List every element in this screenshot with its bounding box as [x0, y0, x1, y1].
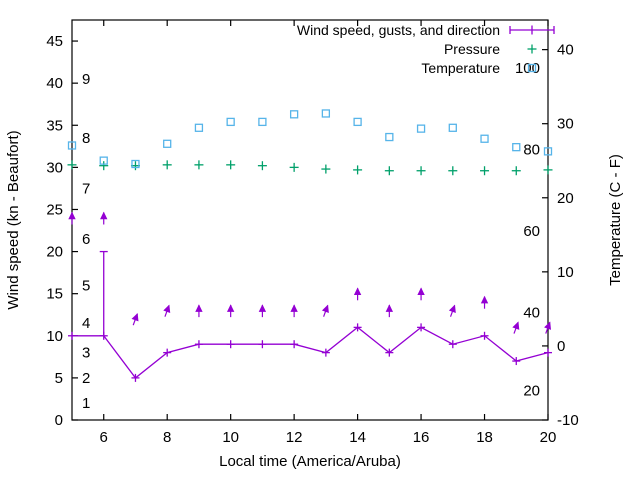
data-point-marker [480, 134, 489, 143]
beaufort-scale-labels: 1 2 3 4 5 6 7 8 9 [82, 71, 90, 412]
data-point-marker [512, 143, 521, 152]
legend: Wind speed, gusts, and direction Pressure… [297, 22, 555, 76]
beaufort-label: 2 [82, 370, 90, 387]
wind-arrow-head [163, 304, 171, 314]
data-point-marker [385, 132, 394, 142]
wind-arrow-head [417, 287, 425, 295]
y2-tick-label: 0 [557, 338, 565, 355]
wind-arrow-head [195, 304, 203, 312]
data-point-marker [321, 109, 331, 118]
y-tick-label: 5 [55, 370, 63, 387]
data-point-marker [543, 147, 553, 156]
data-point-marker [353, 117, 362, 127]
x-tick-label: 20 [540, 429, 557, 446]
y2-tick-label: 10 [557, 264, 574, 281]
wind-arrow-head [290, 304, 298, 312]
y-tick-label: 15 [46, 286, 63, 303]
data-point-marker [99, 156, 108, 165]
wind-speed-line [72, 326, 549, 379]
y-tick-label: 40 [46, 75, 63, 92]
data-point-marker [131, 159, 140, 169]
wind-arrow-head [100, 211, 108, 220]
data-point-marker [67, 141, 77, 150]
plot-frame [71, 19, 549, 421]
y-tick-label: 25 [46, 201, 63, 218]
beaufort-label: 5 [82, 277, 90, 294]
legend-label: Wind speed, gusts, and direction [297, 22, 500, 38]
data-point-marker [258, 117, 267, 127]
beaufort-label: 4 [82, 315, 90, 332]
y-tick-label: 35 [46, 117, 63, 134]
fahrenheit-label: 80 [523, 142, 540, 159]
wind-direction-arrows [68, 211, 552, 334]
beaufort-label: 9 [82, 71, 90, 88]
x-tick-label: 12 [286, 429, 303, 446]
wind-arrow-head [448, 304, 456, 314]
series-0 [68, 250, 552, 382]
y-axis-title: Wind speed (kn - Beaufort) [5, 130, 22, 309]
legend-label: Temperature [421, 60, 500, 76]
x-tick-label: 18 [476, 429, 493, 446]
series-1 [67, 160, 553, 176]
x-tick-label: 8 [163, 429, 171, 446]
y-axis-left: 0 5 10 15 20 25 30 35 40 45 [46, 33, 78, 429]
y2-tick-label: -10 [557, 412, 579, 429]
wind-arrow-head [258, 304, 267, 312]
data-point-marker [226, 117, 235, 127]
y2-tick-label: 40 [557, 42, 574, 59]
beaufort-label: 1 [82, 395, 90, 412]
wind-arrow-head [480, 295, 489, 304]
y2-axis-title: Temperature (C - F) [607, 154, 624, 286]
beaufort-label: 6 [82, 231, 90, 248]
beaufort-label: 7 [82, 180, 90, 197]
beaufort-label: 3 [82, 345, 90, 362]
y-tick-label: 30 [46, 159, 63, 176]
x-axis-title: Local time (America/Aruba) [219, 453, 401, 470]
x-tick-label: 14 [349, 429, 366, 446]
series-2 [67, 109, 553, 169]
legend-label: Pressure [444, 41, 500, 57]
data-point-marker [416, 124, 426, 133]
wind-arrow-head [353, 287, 362, 295]
wind-arrow-head [131, 313, 139, 322]
y-axis-right: -10 0 10 20 30 40 [542, 42, 579, 429]
y-tick-label: 10 [46, 328, 63, 345]
data-point-marker [163, 139, 172, 148]
y-tick-label: 45 [46, 33, 63, 50]
wind-arrow-head [512, 321, 520, 330]
y-tick-label: 20 [46, 244, 63, 261]
y-tick-label: 0 [55, 412, 63, 429]
data-point-marker [194, 123, 204, 132]
wind-arrow-head [321, 304, 329, 314]
wind-arrow-head [226, 304, 235, 312]
wind-arrow-head [385, 304, 394, 312]
x-tick-label: 6 [100, 429, 108, 446]
x-tick-label: 16 [413, 429, 430, 446]
beaufort-label: 8 [82, 130, 90, 147]
fahrenheit-label: 40 [523, 305, 540, 322]
fahrenheit-label: 20 [523, 382, 540, 399]
data-point-marker [527, 63, 537, 73]
wind-arrow-head [544, 321, 552, 330]
x-axis: 6 8 10 12 14 16 18 20 [100, 20, 557, 446]
y2-tick-label: 30 [557, 116, 574, 133]
fahrenheit-scale-labels: 20 40 60 80 100 [515, 60, 540, 399]
y2-tick-label: 20 [557, 190, 574, 207]
x-tick-label: 10 [222, 429, 239, 446]
data-point-marker [448, 123, 457, 132]
fahrenheit-label: 60 [523, 223, 540, 240]
wind-arrow-head [68, 211, 76, 220]
data-point-marker [289, 110, 299, 119]
fahrenheit-label: 100 [515, 60, 540, 77]
